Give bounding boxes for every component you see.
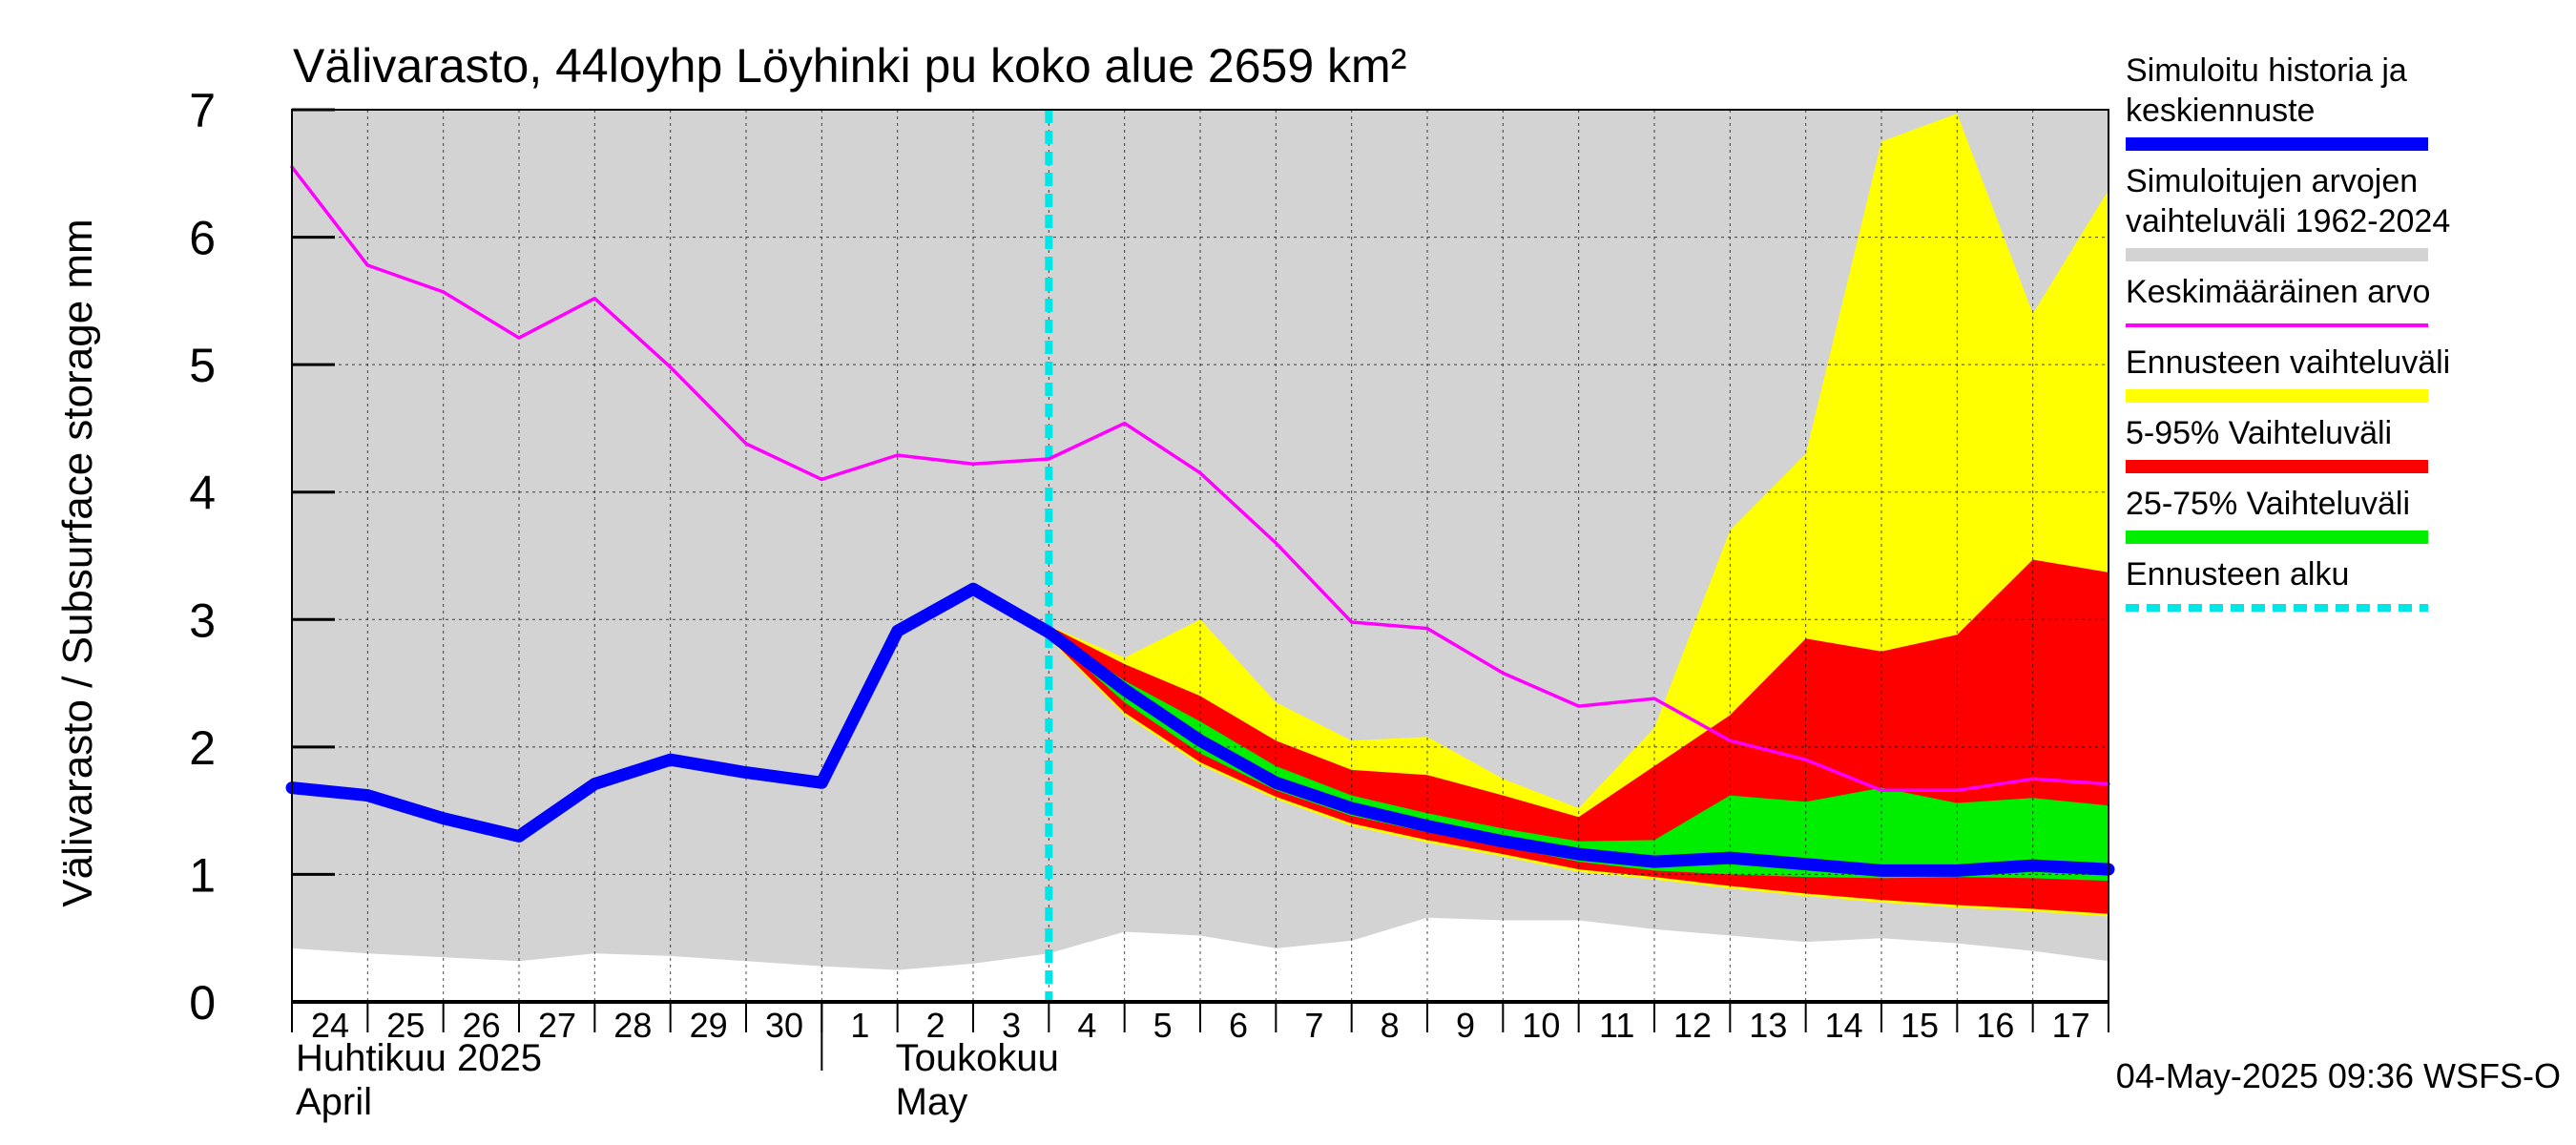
- x-tick-label: 1: [850, 1006, 869, 1045]
- x-tick-label: 16: [1976, 1006, 2014, 1045]
- axes: [291, 108, 2109, 1071]
- x-tick-label: 2: [926, 1006, 945, 1045]
- x-tick-label: 3: [1002, 1006, 1021, 1045]
- legend-label: 25-75% Vaihteluväli: [2126, 486, 2410, 522]
- x-tick-label: 9: [1456, 1006, 1475, 1045]
- legend-label: Ennusteen vaihteluväli: [2126, 344, 2450, 381]
- y-axis-label: Välivarasto / Subsurface storage mm: [54, 219, 101, 906]
- x-tick-label: 10: [1522, 1006, 1560, 1045]
- y-tick-label: 5: [189, 339, 216, 392]
- legend-label: keskiennuste: [2126, 93, 2315, 129]
- month-label-fi: Huhtikuu 2025: [296, 1037, 542, 1079]
- month-label-en: May: [896, 1081, 968, 1123]
- y-tick-label: 3: [189, 593, 216, 647]
- x-tick-label: 25: [386, 1006, 425, 1045]
- legend-label: vaihteluväli 1962-2024: [2126, 203, 2450, 239]
- legend: Simuloitu historia ja keskiennuste Simuloi…: [2126, 52, 2450, 612]
- month-label-fi: Toukokuu: [896, 1037, 1059, 1079]
- x-tick-label: 30: [765, 1006, 803, 1045]
- x-tick-label: 24: [311, 1006, 349, 1045]
- x-tick-label: 14: [1825, 1006, 1863, 1045]
- legend-label: Simuloitujen arvojen: [2126, 163, 2418, 199]
- x-tick-label: 7: [1304, 1006, 1323, 1045]
- y-tick-label: 2: [189, 721, 216, 775]
- y-tick-label: 6: [189, 212, 216, 265]
- mean-line: [290, 165, 2110, 793]
- series-lines: [285, 110, 2115, 1002]
- y-tick-label: 4: [189, 467, 216, 520]
- y-tick-label: 1: [189, 848, 216, 902]
- y-tick-label: 0: [189, 976, 216, 1030]
- y-tick-label: 7: [189, 84, 216, 137]
- x-tick-label: 28: [613, 1006, 652, 1045]
- legend-label: Simuloitu historia ja: [2126, 52, 2407, 89]
- simulated-median-line: [285, 582, 2115, 877]
- x-tick-label: 6: [1229, 1006, 1248, 1045]
- x-tick-label: 26: [463, 1006, 501, 1045]
- x-tick-label: 15: [1901, 1006, 1939, 1045]
- legend-label: Ennusteen alku: [2126, 556, 2349, 593]
- chart-title: Välivarasto, 44loyhp Löyhinki pu koko al…: [293, 39, 1406, 93]
- x-tick-label: 4: [1077, 1006, 1096, 1045]
- timestamp: 04-May-2025 09:36 WSFS-O: [2116, 1056, 2561, 1095]
- x-tick-label: 11: [1599, 1006, 1634, 1045]
- x-tick-label: 17: [2052, 1006, 2090, 1045]
- x-tick-label: 13: [1749, 1006, 1787, 1045]
- x-tick-label: 5: [1153, 1006, 1173, 1045]
- legend-label: Keskimääräinen arvo: [2126, 274, 2430, 310]
- x-tick-label: 29: [690, 1006, 728, 1045]
- x-tick-label: 27: [538, 1006, 576, 1045]
- band-3: [973, 593, 2109, 882]
- x-tick-label: 8: [1381, 1006, 1400, 1045]
- legend-label: 5-95% Vaihteluväli: [2126, 415, 2392, 451]
- x-tick-label: 12: [1673, 1006, 1712, 1045]
- month-label-en: April: [296, 1081, 372, 1123]
